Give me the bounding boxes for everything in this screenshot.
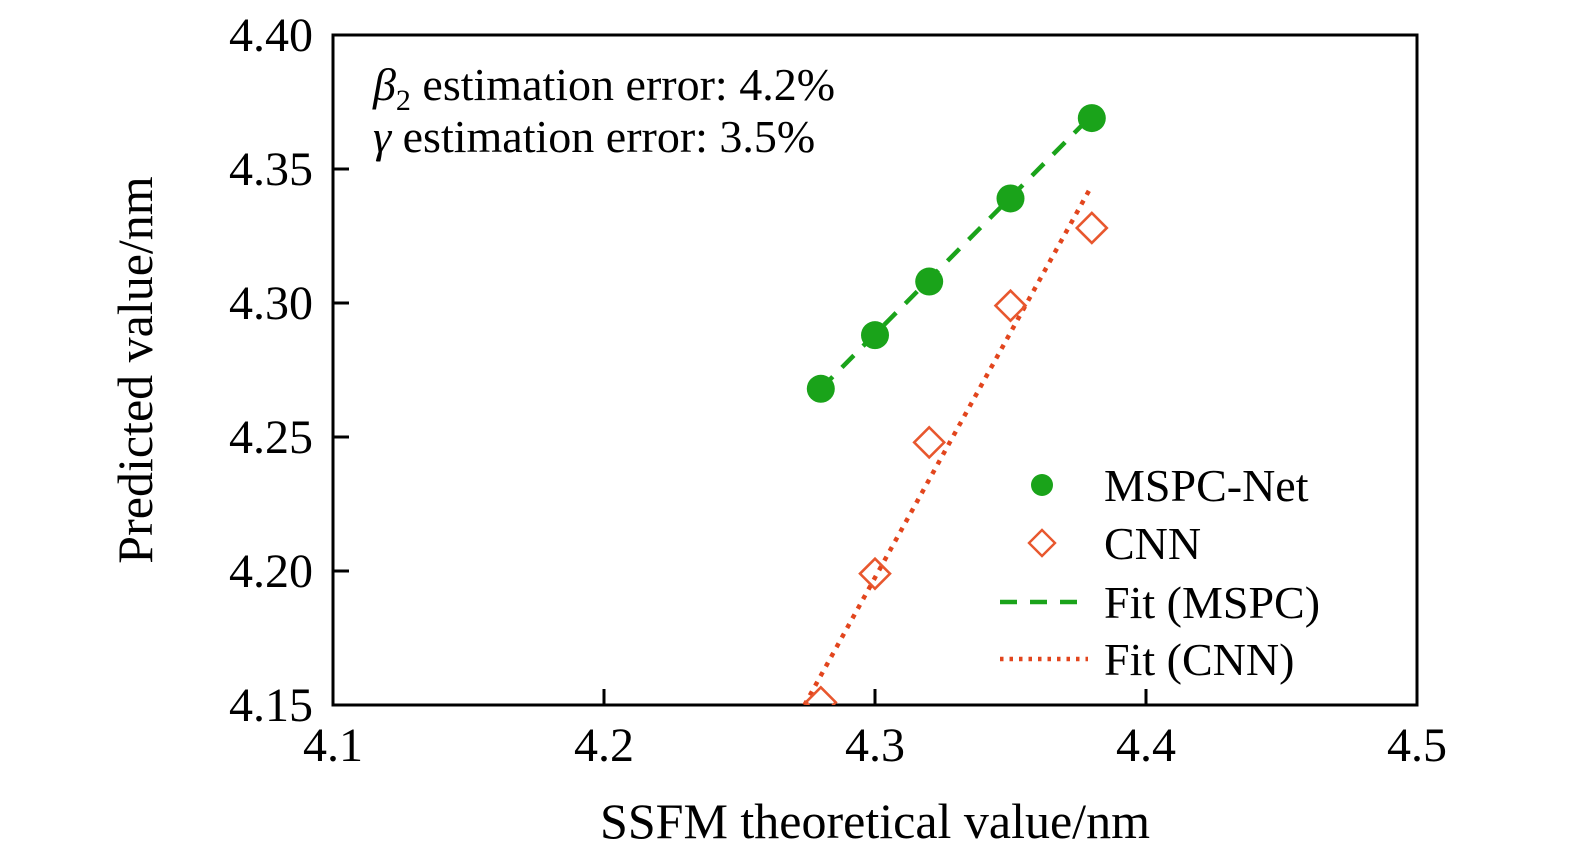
y-tick-label: 4.35 xyxy=(229,143,313,196)
legend-label-mspc-net: MSPC-Net xyxy=(1104,460,1309,511)
y-tick-label: 4.20 xyxy=(229,545,313,598)
x-tick-label: 4.2 xyxy=(574,719,634,772)
x-tick-label: 4.1 xyxy=(303,719,363,772)
legend-label-fit-mspc-: Fit (MSPC) xyxy=(1104,577,1320,628)
fit-line-dotted xyxy=(802,189,1092,705)
annotation-line-2: γ estimation error: 3.5% xyxy=(373,111,815,162)
data-point-cnn xyxy=(912,425,947,460)
x-tick-label: 4.3 xyxy=(845,719,905,772)
x-tick-label: 4.4 xyxy=(1116,719,1176,772)
legend-marker-diamond xyxy=(1027,528,1057,558)
axis-tick-labels: 4.1 4.2 4.3 4.4 4.5 4.15 4.20 4.25 4.30 4.35 4.40 xyxy=(229,9,1447,772)
legend-marker-circle xyxy=(1031,474,1053,496)
x-tick-label: 4.5 xyxy=(1387,719,1447,772)
y-tick-label: 4.25 xyxy=(229,411,313,464)
data-point-cnn xyxy=(1074,211,1109,245)
axis-ticks xyxy=(331,33,1419,707)
data-point-cnn xyxy=(803,685,838,705)
data-points xyxy=(803,104,1109,705)
data-point-cnn xyxy=(858,556,892,591)
y-tick-label: 4.40 xyxy=(229,9,313,62)
legend-label-fit-cnn-: Fit (CNN) xyxy=(1104,634,1294,685)
annotation-line-1: β2 estimation error: 4.2% xyxy=(372,59,835,117)
data-point-mspc-net xyxy=(806,374,835,403)
legend: MSPC-Net CNN Fit (MSPC) Fit (CNN) xyxy=(1000,460,1320,685)
y-tick-label: 4.15 xyxy=(229,679,313,732)
fit-lines xyxy=(802,116,1092,705)
fit-line-dashed xyxy=(819,116,1091,391)
data-point-mspc-net xyxy=(861,321,889,350)
y-tick-label: 4.30 xyxy=(229,277,313,330)
data-point-mspc-net xyxy=(1077,104,1106,133)
annotation-block: β2 estimation error: 4.2%γ estimation er… xyxy=(372,59,835,162)
data-point-mspc-net xyxy=(915,267,944,296)
x-axis-title: SSFM theoretical value/nm xyxy=(600,793,1150,849)
data-point-mspc-net xyxy=(996,184,1025,213)
data-point-cnn xyxy=(993,288,1028,323)
legend-label-cnn: CNN xyxy=(1104,518,1201,569)
y-axis-title: Predicted value/nm xyxy=(107,176,163,563)
